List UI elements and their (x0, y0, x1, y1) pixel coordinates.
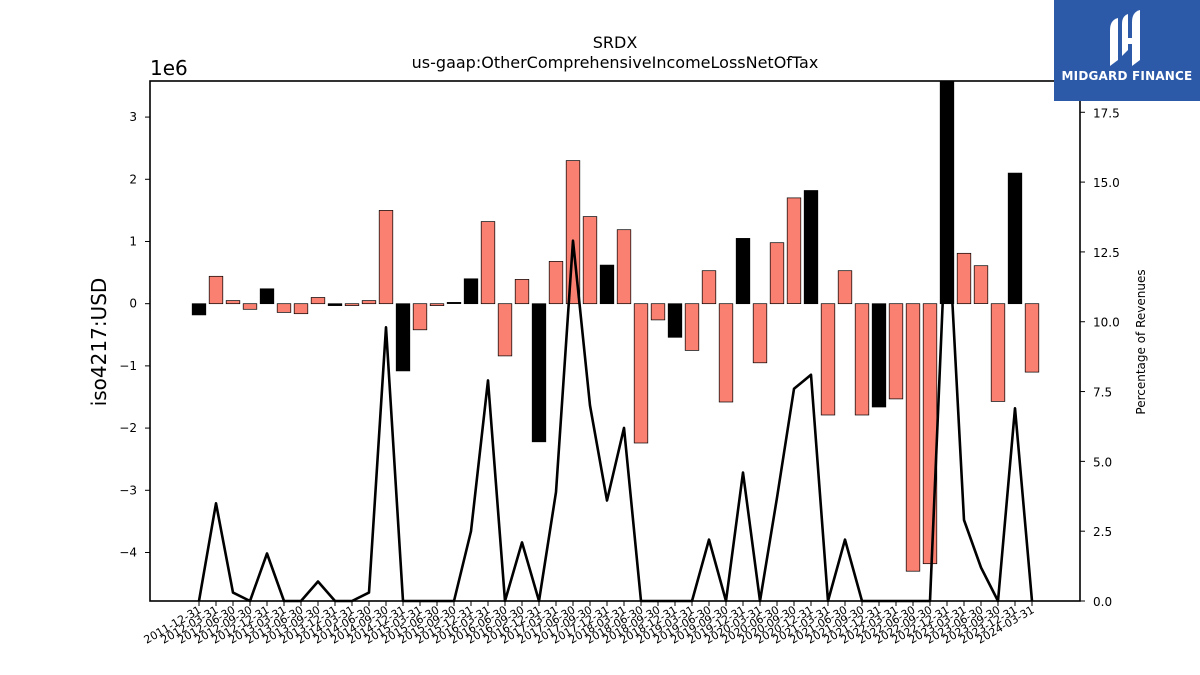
bar (667, 303, 683, 338)
bar (973, 265, 989, 304)
bar (463, 278, 479, 305)
bar (803, 190, 819, 305)
axes-layer (149, 80, 1081, 602)
bar (514, 279, 530, 305)
bar (956, 252, 972, 305)
bar (599, 264, 615, 305)
bar (344, 303, 360, 306)
bar (922, 303, 938, 565)
y-axis-label: iso4217:USD (87, 278, 111, 407)
y-tick-label: −2 (119, 421, 137, 435)
y-ticks: −4 −3 −2 −1 0 1 2 3 (119, 110, 150, 559)
y2-tick-label: 17.5 (1093, 106, 1120, 120)
y2-tick-label: 15.0 (1093, 176, 1120, 190)
bar (225, 300, 241, 305)
bar (378, 210, 394, 305)
bar (531, 303, 547, 443)
bar (582, 216, 598, 305)
bar (259, 288, 275, 305)
bar (616, 229, 632, 305)
bar (497, 303, 513, 357)
y-tick-label: −3 (119, 483, 137, 497)
y2-tick-label: 2.5 (1093, 525, 1112, 539)
bar (854, 303, 870, 416)
bar (905, 303, 921, 572)
bar (990, 303, 1006, 402)
bar (1007, 172, 1023, 305)
y2-tick-label: 12.5 (1093, 246, 1120, 260)
y2-tick-label: 10.0 (1093, 316, 1120, 330)
y-tick-label: 2 (129, 172, 137, 186)
brand-logo: MIDGARD FINANCE (1054, 0, 1200, 101)
plot-frame (149, 80, 1081, 602)
bar (1024, 303, 1040, 373)
y-tick-label: 1 (129, 234, 137, 248)
bar (310, 297, 326, 305)
y2-tick-label: 5.0 (1093, 455, 1112, 469)
bar (429, 303, 445, 306)
chart-subtitle: us-gaap:OtherComprehensiveIncomeLossNetO… (412, 53, 819, 72)
bar (769, 242, 785, 305)
bar (446, 302, 462, 304)
bar (242, 303, 258, 310)
y-tick-label: −1 (119, 359, 137, 373)
y-tick-label: 3 (129, 110, 137, 124)
y2-axis-label: Percentage of Revenues (1134, 269, 1148, 414)
bar (633, 303, 649, 444)
bar (548, 261, 564, 305)
y2-tick-label: 0.0 (1093, 595, 1112, 609)
bar (684, 303, 700, 351)
bar (888, 303, 904, 400)
bar (191, 303, 207, 316)
y2-ticks: 0.0 2.5 5.0 7.5 10.0 12.5 15.0 17.5 (1080, 106, 1120, 609)
bar (276, 303, 292, 313)
brand-name: MIDGARD FINANCE (1061, 69, 1193, 83)
bar (718, 303, 734, 403)
bar (395, 303, 411, 372)
bar (650, 303, 666, 321)
y-tick-label: 0 (129, 297, 137, 311)
bar (786, 197, 802, 304)
midgard-logo-icon (1110, 10, 1140, 66)
bar (208, 275, 224, 305)
bar (701, 270, 717, 305)
chart-title: SRDX (593, 33, 638, 52)
bar (735, 238, 751, 305)
bars-layer (191, 80, 1040, 572)
bar (327, 303, 343, 306)
x-ticks: 2011-12-312012-03-312012-06-302012-09-30… (142, 601, 1037, 647)
bar (871, 303, 887, 408)
bar (820, 303, 836, 416)
bar (293, 303, 309, 315)
bar (752, 303, 768, 364)
bar (837, 270, 853, 305)
y-tick-label: −4 (119, 545, 137, 559)
y2-tick-label: 7.5 (1093, 386, 1112, 400)
bar (412, 303, 428, 331)
y-offset-label: 1e6 (150, 56, 188, 80)
bar (480, 221, 496, 305)
bar (361, 300, 377, 305)
